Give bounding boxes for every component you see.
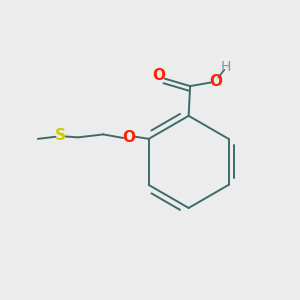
Text: H: H (220, 60, 231, 74)
Text: O: O (152, 68, 165, 83)
Text: S: S (55, 128, 66, 143)
Text: O: O (122, 130, 135, 145)
Text: O: O (209, 74, 222, 89)
